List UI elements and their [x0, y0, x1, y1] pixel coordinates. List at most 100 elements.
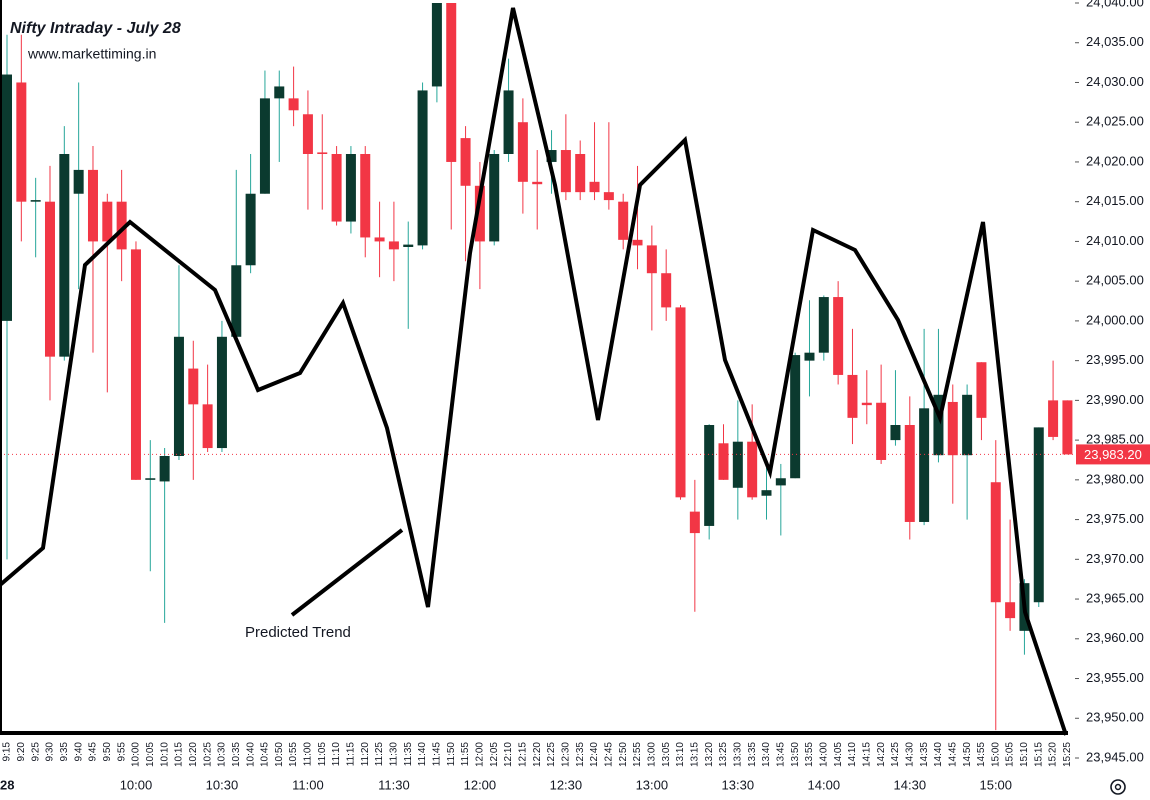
x-tick-label: 14:15 — [861, 742, 872, 767]
x-tick-label: 15:25 — [1062, 742, 1073, 767]
x-tick-label: 10:50 — [274, 742, 285, 767]
x-tick-label: 12:00 — [475, 742, 486, 767]
x-tick-label: 14:50 — [962, 742, 973, 767]
y-tick-label: 24,025.00 — [1086, 114, 1144, 129]
x-tick-label: 11:20 — [360, 742, 371, 767]
candle-body — [990, 482, 1001, 603]
x-major-label: 14:30 — [894, 777, 927, 792]
x-tick-label: 14:45 — [947, 742, 958, 767]
candle-body — [747, 441, 758, 498]
x-tick-label: 11:30 — [389, 742, 400, 767]
x-tick-label: 13:35 — [747, 742, 758, 767]
x-tick-label: 14:20 — [876, 742, 887, 767]
x-major-label: 11:00 — [292, 777, 324, 792]
x-tick-label: 10:05 — [145, 742, 156, 767]
candles — [2, 3, 1073, 731]
x-tick-label: 14:40 — [933, 742, 944, 767]
x-tick-label: 15:20 — [1048, 742, 1059, 767]
candle-body — [202, 404, 213, 449]
x-tick-label: 9:50 — [102, 742, 113, 762]
candle-body — [116, 201, 127, 250]
settings-icon[interactable] — [1110, 779, 1126, 795]
axis-panel — [1075, 0, 1150, 800]
x-tick-label: 11:45 — [432, 742, 443, 767]
x-tick-label: 10:35 — [231, 742, 242, 767]
candle-body — [775, 478, 786, 486]
x-major-label: 10:30 — [206, 777, 239, 792]
candle-body — [962, 394, 973, 456]
candle-body — [374, 237, 385, 242]
y-tick-label: 23,985.00 — [1086, 432, 1144, 447]
candle-body — [618, 201, 629, 240]
x-tick-label: 12:25 — [546, 742, 557, 767]
trend-pointer — [290, 528, 404, 617]
x-tick-label: 14:00 — [818, 742, 829, 767]
date-label: 28 — [0, 777, 14, 792]
x-tick-label: 12:50 — [618, 742, 629, 767]
candle-body — [417, 90, 428, 246]
chart-title: Nifty Intraday - July 28 — [10, 20, 181, 37]
last-price-tag — [1076, 444, 1150, 465]
x-tick-label: 9:15 — [2, 742, 13, 762]
candle-body — [388, 241, 399, 250]
candle-body — [44, 201, 55, 357]
x-tick-label: 14:55 — [976, 742, 987, 767]
candle-body — [145, 478, 156, 480]
candle-body — [30, 200, 41, 202]
y-tick-label: 24,000.00 — [1086, 312, 1144, 327]
x-major-label: 13:00 — [636, 777, 669, 792]
candle-body — [1033, 427, 1044, 603]
x-tick-label: 9:35 — [59, 742, 70, 762]
x-tick-label: 13:05 — [661, 742, 672, 767]
candle-body — [231, 265, 242, 337]
candle-body — [861, 402, 872, 406]
candle-body — [661, 273, 672, 308]
x-tick-label: 9:40 — [73, 742, 84, 762]
x-tick-label: 10:40 — [245, 742, 256, 767]
candle-body — [431, 3, 442, 87]
candle-body — [818, 297, 829, 353]
x-tick-label: 12:30 — [561, 742, 572, 767]
x-tick-label: 10:15 — [174, 742, 185, 767]
candle-body — [331, 154, 342, 222]
candle-body — [933, 394, 944, 456]
x-tick-label: 13:25 — [718, 742, 729, 767]
x-major-label: 12:00 — [464, 777, 497, 792]
x-tick-label: 9:20 — [16, 742, 27, 762]
annotation: Predicted Trend — [245, 624, 351, 641]
candle-body — [345, 154, 356, 222]
x-major-label: 10:00 — [120, 777, 153, 792]
candle-body — [532, 181, 543, 185]
x-tick-label: 10:20 — [188, 742, 199, 767]
candle-body — [833, 297, 844, 375]
candle-body — [689, 511, 700, 534]
candle-body — [102, 201, 113, 242]
candle-body — [718, 443, 729, 480]
candle-body — [790, 355, 801, 479]
x-tick-label: 10:45 — [260, 742, 271, 767]
y-tick-label: 23,990.00 — [1086, 392, 1144, 407]
y-tick-label: 24,040.00 — [1086, 0, 1144, 9]
candle-body — [560, 150, 571, 193]
trend-line — [0, 7, 1068, 736]
x-tick-label: 11:50 — [446, 742, 457, 767]
x-tick-label: 11:15 — [346, 742, 357, 767]
candle-body — [16, 82, 27, 202]
x-tick-label: 12:40 — [589, 742, 600, 767]
y-tick-label: 23,960.00 — [1086, 630, 1144, 645]
x-tick-label: 9:45 — [88, 742, 99, 762]
candle-body — [360, 154, 371, 238]
y-tick-label: 23,980.00 — [1086, 471, 1144, 486]
y-tick-label: 24,030.00 — [1086, 74, 1144, 89]
candle-body — [1062, 400, 1073, 455]
x-tick-label: 13:15 — [689, 742, 700, 767]
y-tick-label: 23,945.00 — [1086, 749, 1144, 764]
x-tick-label: 14:05 — [833, 742, 844, 767]
candle-body — [947, 401, 958, 456]
x-tick-label: 10:00 — [131, 742, 142, 767]
y-tick-label: 23,950.00 — [1086, 710, 1144, 725]
x-major-label: 13:30 — [722, 777, 755, 792]
x-tick-label: 15:10 — [1019, 742, 1030, 767]
x-tick-label: 15:05 — [1005, 742, 1016, 767]
